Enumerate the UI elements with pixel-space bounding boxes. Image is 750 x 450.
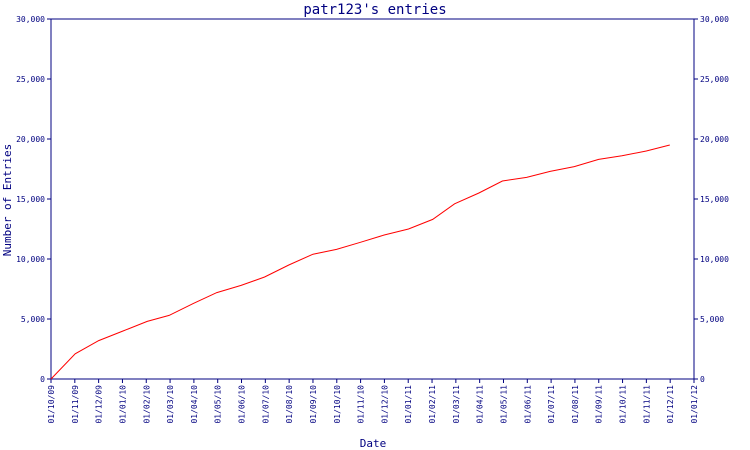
x-tick-label: 01/03/11 bbox=[452, 385, 461, 424]
y-tick-label-right: 20,000 bbox=[700, 135, 729, 144]
x-axis-title: Date bbox=[360, 437, 387, 450]
x-tick-label: 01/02/10 bbox=[142, 385, 151, 424]
x-tick-label: 01/05/11 bbox=[499, 385, 508, 424]
x-tick-label: 01/10/10 bbox=[333, 385, 342, 424]
x-tick-label: 01/09/10 bbox=[309, 385, 318, 424]
y-tick-label-left: 0 bbox=[40, 375, 45, 384]
x-tick-label: 01/06/10 bbox=[238, 385, 247, 424]
y-axis-title: Number of Entries bbox=[1, 144, 14, 257]
chart-title: patr123's entries bbox=[303, 2, 446, 18]
x-tick-label: 01/12/11 bbox=[666, 385, 675, 424]
y-tick-label-right: 15,000 bbox=[700, 195, 729, 204]
x-tick-label: 01/12/10 bbox=[380, 385, 389, 424]
y-tick-label-right: 5,000 bbox=[700, 315, 724, 324]
y-tick-label-right: 10,000 bbox=[700, 255, 729, 264]
y-ticks-left: 0 5,000 10,000 15,000 20,000 25,000 30,000 bbox=[16, 15, 51, 384]
x-tick-label: 01/09/11 bbox=[595, 385, 604, 424]
y-ticks-right: 0 5,000 10,000 15,000 20,000 25,000 30,000 bbox=[694, 15, 729, 384]
y-tick-label-left: 25,000 bbox=[16, 75, 45, 84]
x-tick-label: 01/08/10 bbox=[285, 385, 294, 424]
x-tick-label: 01/11/09 bbox=[71, 385, 80, 424]
x-tick-label: 01/05/10 bbox=[214, 385, 223, 424]
y-tick-label-right: 25,000 bbox=[700, 75, 729, 84]
y-tick-label-left: 15,000 bbox=[16, 195, 45, 204]
x-ticks: 01/10/09 01/11/09 01/12/09 01/01/10 01/02/10… bbox=[47, 379, 699, 424]
x-tick-label: 01/12/09 bbox=[95, 385, 104, 424]
x-tick-label: 01/07/10 bbox=[261, 385, 270, 424]
x-tick-label: 01/01/10 bbox=[118, 385, 127, 424]
x-tick-label: 01/03/10 bbox=[166, 385, 175, 424]
x-tick-label: 01/10/09 bbox=[47, 385, 56, 424]
x-tick-label: 01/07/11 bbox=[547, 385, 556, 424]
axes bbox=[50, 18, 695, 380]
x-tick-label: 01/01/12 bbox=[690, 385, 699, 424]
y-tick-label-left: 5,000 bbox=[21, 315, 45, 324]
x-tick-label: 01/01/11 bbox=[404, 385, 413, 424]
x-tick-label: 01/06/11 bbox=[523, 385, 532, 424]
x-tick-label: 01/02/11 bbox=[428, 385, 437, 424]
x-tick-label: 01/04/11 bbox=[476, 385, 485, 424]
entries-series-line bbox=[50, 144, 670, 380]
x-tick-label: 01/11/11 bbox=[642, 385, 651, 424]
series-group bbox=[50, 144, 670, 380]
x-tick-label: 01/11/10 bbox=[357, 385, 366, 424]
y-tick-label-right: 30,000 bbox=[700, 15, 729, 24]
x-tick-label: 01/08/11 bbox=[571, 385, 580, 424]
x-tick-label: 01/04/10 bbox=[190, 385, 199, 424]
y-tick-label-right: 0 bbox=[700, 375, 705, 384]
y-tick-label-left: 30,000 bbox=[16, 15, 45, 24]
y-tick-label-left: 20,000 bbox=[16, 135, 45, 144]
y-tick-label-left: 10,000 bbox=[16, 255, 45, 264]
x-tick-label: 01/10/11 bbox=[619, 385, 628, 424]
